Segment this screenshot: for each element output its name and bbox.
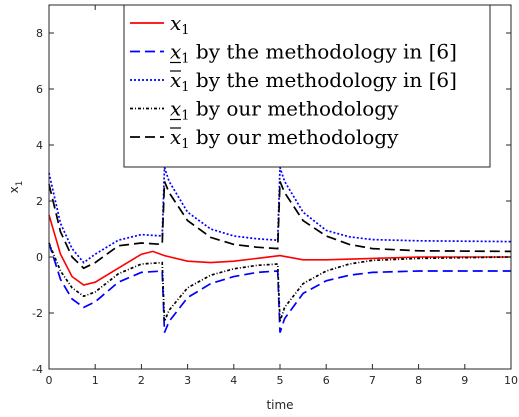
x-tick-label: 5 bbox=[277, 374, 284, 387]
legend-subscript: 1 bbox=[181, 80, 189, 95]
y-tick-label: 4 bbox=[36, 139, 43, 152]
svg-text:x1: x1 bbox=[7, 181, 25, 194]
legend-subscript: 1 bbox=[181, 137, 189, 152]
series-line-3 bbox=[48, 167, 512, 264]
legend-entry-2: x1 by the methodology in [6] bbox=[170, 40, 457, 67]
legend-entry-3: x1 by the methodology in [6] bbox=[170, 68, 457, 95]
y-tick-label: 6 bbox=[36, 83, 43, 96]
legend-entry-1: x1 bbox=[170, 11, 190, 38]
legend-variable: x bbox=[170, 40, 181, 64]
series-line-5 bbox=[48, 181, 512, 270]
series-line-2 bbox=[48, 242, 511, 333]
x-tick-label: 7 bbox=[369, 374, 376, 387]
y-tick-label: 8 bbox=[36, 27, 43, 40]
legend-box bbox=[123, 4, 491, 168]
y-tick-label: -4 bbox=[32, 363, 43, 376]
x-tick-label: 6 bbox=[323, 374, 330, 387]
y-tick-label: 0 bbox=[36, 251, 43, 264]
legend-variable: x bbox=[170, 97, 181, 121]
y-axis-label-group: x1 bbox=[7, 181, 25, 194]
legend-text: by the methodology in [6] bbox=[190, 40, 457, 64]
legend-text: by the methodology in [6] bbox=[190, 68, 457, 92]
x-tick-label: 8 bbox=[415, 374, 422, 387]
legend-subscript: 1 bbox=[181, 52, 189, 67]
legend-entry-4: x1 by our methodology bbox=[170, 97, 399, 124]
x-tick-label: 0 bbox=[46, 374, 53, 387]
y-axis-label-subscript: 1 bbox=[15, 181, 25, 187]
x-axis-label: time bbox=[266, 398, 293, 412]
x-tick-label: 1 bbox=[92, 374, 99, 387]
x-tick-label: 9 bbox=[461, 374, 468, 387]
y-tick-label: -2 bbox=[32, 307, 43, 320]
legend-text: by our methodology bbox=[190, 125, 400, 149]
x-tick-label: 10 bbox=[504, 374, 518, 387]
legend-variable: x bbox=[170, 11, 181, 35]
legend-variable: x bbox=[170, 68, 181, 92]
legend-text: by our methodology bbox=[190, 97, 400, 121]
series-layer bbox=[48, 167, 512, 333]
x-tick-label: 2 bbox=[138, 374, 145, 387]
series-line-1 bbox=[48, 214, 511, 286]
legend-subscript: 1 bbox=[181, 109, 189, 124]
y-axis-label: x bbox=[7, 186, 21, 193]
x-tick-label: 3 bbox=[184, 374, 191, 387]
y-tick-label: 2 bbox=[36, 195, 43, 208]
series-line-4 bbox=[48, 242, 512, 322]
legend-subscript: 1 bbox=[181, 23, 189, 38]
legend-entry-5: x1 by our methodology bbox=[170, 125, 399, 152]
x-tick-label: 4 bbox=[230, 374, 237, 387]
legend-variable: x bbox=[170, 125, 181, 149]
